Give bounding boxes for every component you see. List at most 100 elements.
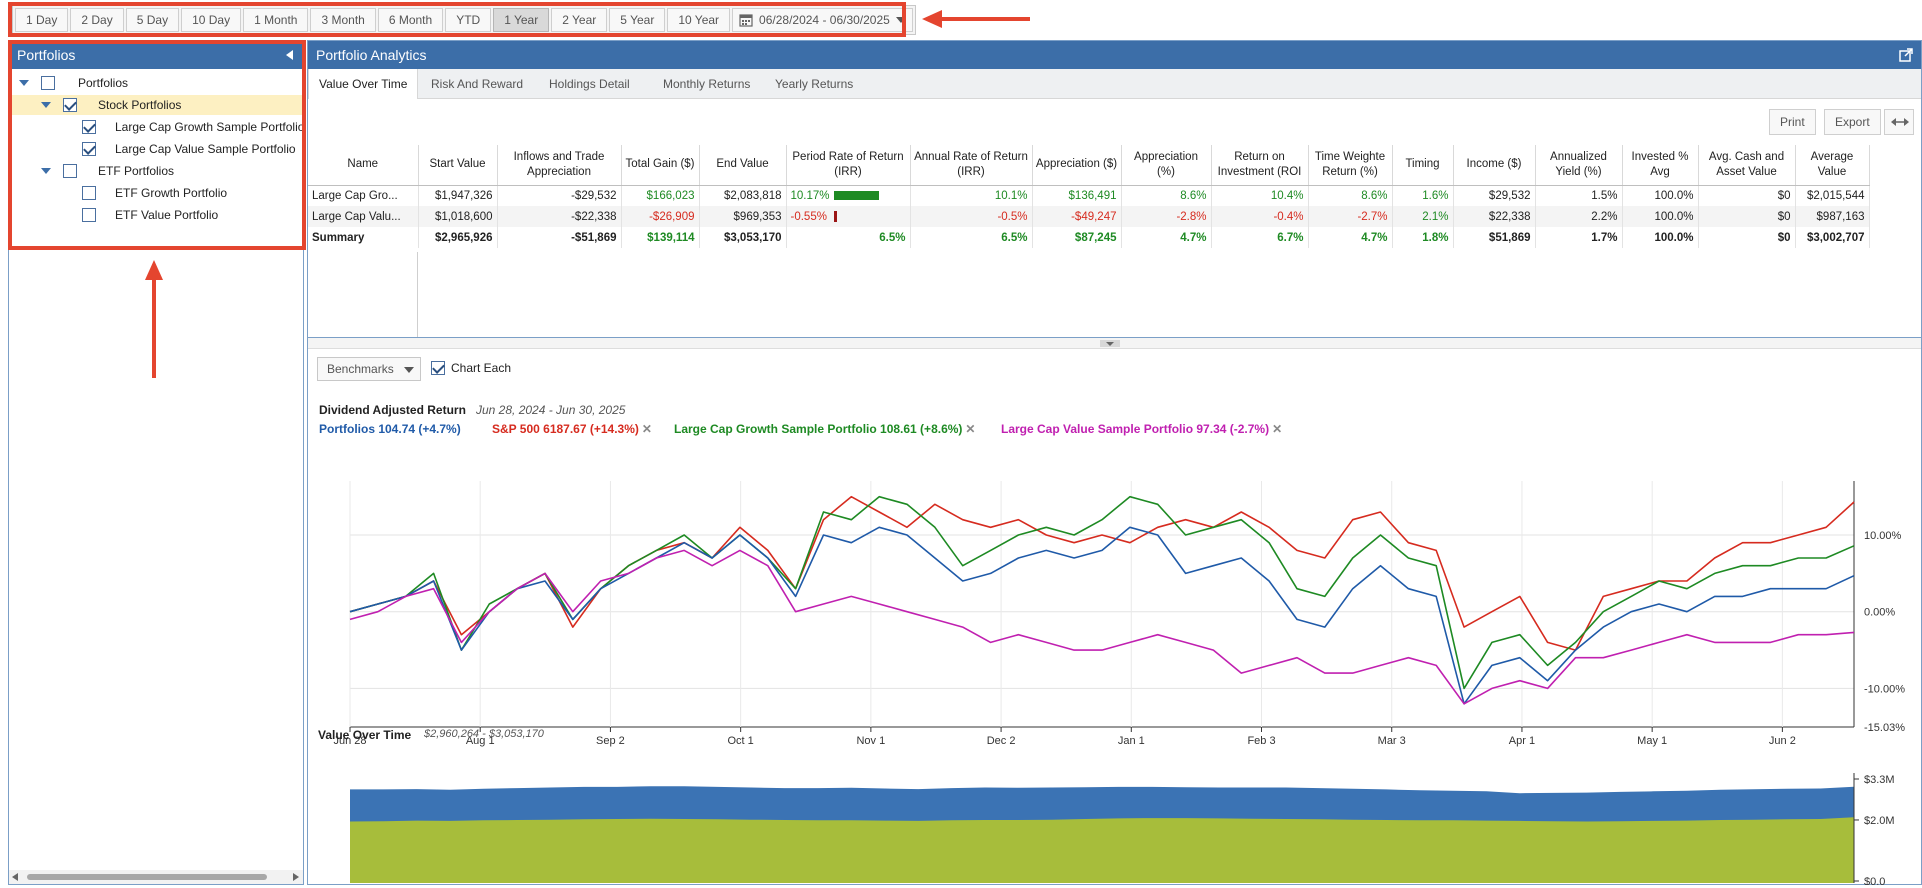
date-range-text: 06/28/2024 - 06/30/2025: [759, 13, 890, 27]
cell-total-gain: $166,023: [621, 185, 700, 206]
range-5-day-button[interactable]: 5 Day: [125, 8, 180, 32]
date-range-picker[interactable]: 06/28/2024 - 06/30/2025: [732, 8, 913, 32]
column-header[interactable]: Return on Investment (ROI: [1211, 145, 1309, 186]
legend-item-large-cap-value[interactable]: Large Cap Value Sample Portfolio 97.34 (…: [1001, 422, 1282, 436]
column-header[interactable]: Annual Rate of Return (IRR): [910, 145, 1033, 186]
tab-monthly-returns[interactable]: Monthly Returns: [663, 77, 751, 91]
cell-period-rate: -0.55%: [786, 206, 911, 227]
cell-annual-rate: -0.5%: [910, 206, 1033, 227]
column-header[interactable]: Appreciation (%): [1121, 145, 1212, 186]
cell-inflows: -$51,869: [497, 227, 622, 248]
tab-value-over-time[interactable]: Value Over Time: [308, 69, 419, 99]
cell-income: $22,338: [1453, 206, 1536, 227]
scroll-right-icon[interactable]: [293, 873, 299, 881]
tree-item-etf-portfolios[interactable]: ETF Portfolios: [41, 161, 174, 181]
checkbox[interactable]: [82, 186, 96, 200]
tab-holdings-detail[interactable]: Holdings Detail: [549, 77, 630, 91]
checkbox-checked[interactable]: [82, 120, 96, 134]
y-tick-label: $3.3M: [1864, 774, 1895, 786]
column-header[interactable]: Income ($): [1453, 145, 1536, 186]
tab-yearly-returns[interactable]: Yearly Returns: [775, 77, 854, 91]
scroll-left-icon[interactable]: [12, 873, 18, 881]
remove-series-icon[interactable]: ✕: [641, 422, 652, 436]
portfolios-panel-header: Portfolios: [9, 41, 303, 69]
cell-income: $51,869: [1453, 227, 1536, 248]
column-header[interactable]: Start Value: [418, 145, 498, 186]
period-rate-bar: [833, 210, 837, 222]
column-header[interactable]: Invested % Avg: [1622, 145, 1699, 186]
column-header[interactable]: Avg. Cash and Asset Value: [1698, 145, 1796, 186]
range-ytd-button[interactable]: YTD: [445, 8, 492, 32]
column-header[interactable]: Timing: [1392, 145, 1454, 186]
checkbox[interactable]: [82, 208, 96, 222]
expand-arrow-icon[interactable]: [41, 168, 51, 174]
range-5-year-button[interactable]: 5 Year: [609, 8, 666, 32]
cell-average-value: $987,163: [1795, 206, 1870, 227]
horizontal-scrollbar[interactable]: [9, 870, 303, 884]
range-1-month-button[interactable]: 1 Month: [243, 8, 309, 32]
cell-period-rate: 10.17%: [786, 185, 911, 206]
print-button[interactable]: Print: [1769, 109, 1816, 135]
tree-item-large-cap-value[interactable]: Large Cap Value Sample Portfolio: [82, 139, 296, 159]
tree-item-etf-value[interactable]: ETF Value Portfolio: [82, 205, 218, 225]
x-tick-label: Jan 1: [1118, 735, 1145, 747]
range-1-year-button[interactable]: 1 Year: [493, 8, 550, 32]
pane-splitter[interactable]: [308, 337, 1921, 349]
range-2-year-button[interactable]: 2 Year: [551, 8, 608, 32]
range-10-year-button[interactable]: 10 Year: [667, 8, 731, 32]
column-header[interactable]: Name: [308, 145, 419, 186]
column-header[interactable]: Appreciation ($): [1032, 145, 1122, 186]
tree-item-portfolios[interactable]: Portfolios: [19, 73, 128, 93]
column-header[interactable]: End Value: [699, 145, 787, 186]
range-toolbar: 1 Day 2 Day 5 Day 10 Day 1 Month 3 Month…: [0, 0, 1922, 38]
portfolio-analytics-panel: Portfolio Analytics Value Over Time Risk…: [307, 40, 1922, 885]
column-header[interactable]: Period Rate of Return (IRR): [786, 145, 911, 186]
scrollbar-thumb[interactable]: [27, 874, 267, 880]
chevron-down-icon[interactable]: [1100, 340, 1120, 347]
range-1-day-button[interactable]: 1 Day: [15, 8, 69, 32]
column-header[interactable]: Average Value: [1795, 145, 1870, 186]
legend-item-portfolios[interactable]: Portfolios 104.74 (+4.7%): [319, 422, 461, 436]
tree-item-etf-growth[interactable]: ETF Growth Portfolio: [82, 183, 227, 203]
remove-series-icon[interactable]: ✕: [1272, 422, 1283, 436]
legend-item-sp500[interactable]: S&P 500 6187.67 (+14.3%) ✕: [492, 422, 652, 436]
range-10-day-button[interactable]: 10 Day: [181, 8, 242, 32]
value-area-chart: $3.3M $2.0M $0.0: [350, 773, 1895, 885]
legend-item-large-cap-growth[interactable]: Large Cap Growth Sample Portfolio 108.61…: [674, 422, 975, 436]
column-header[interactable]: Annualized Yield (%): [1535, 145, 1623, 186]
tree-item-stock-portfolios[interactable]: Stock Portfolios: [10, 95, 302, 115]
benchmarks-dropdown[interactable]: Benchmarks: [317, 357, 421, 381]
export-button[interactable]: Export: [1824, 109, 1881, 135]
checkbox-checked[interactable]: [431, 361, 445, 375]
cell-invested: 100.0%: [1622, 227, 1699, 248]
remove-series-icon[interactable]: ✕: [965, 422, 976, 436]
table-row[interactable]: Large Cap Valu... $1,018,600 -$22,338 -$…: [308, 206, 1870, 227]
expand-arrow-icon[interactable]: [19, 80, 29, 86]
cell-annual-rate: 6.5%: [910, 227, 1033, 248]
tree-item-large-cap-growth[interactable]: Large Cap Growth Sample Portfolio: [82, 117, 304, 137]
column-header[interactable]: Time Weighte Return (%): [1308, 145, 1393, 186]
tree-item-label: ETF Portfolios: [98, 164, 175, 178]
y-tick-label: $2.0M: [1864, 815, 1895, 827]
checkbox[interactable]: [41, 76, 55, 90]
cell-inflows: -$22,338: [497, 206, 622, 227]
column-header[interactable]: Inflows and Trade Appreciation: [497, 145, 622, 186]
tab-risk-and-reward[interactable]: Risk And Reward: [431, 77, 524, 91]
checkbox-checked[interactable]: [63, 98, 77, 112]
chart-each-toggle[interactable]: Chart Each: [431, 361, 511, 375]
tree-item-label: Large Cap Growth Sample Portfolio: [115, 120, 305, 134]
checkbox[interactable]: [63, 164, 77, 178]
expand-width-button[interactable]: [1884, 109, 1914, 135]
range-6-month-button[interactable]: 6 Month: [377, 8, 444, 32]
collapse-left-icon[interactable]: [286, 50, 293, 60]
table-row[interactable]: Large Cap Gro... $1,947,326 -$29,532 $16…: [308, 185, 1870, 206]
cell-timing: 2.1%: [1392, 206, 1454, 227]
popout-icon[interactable]: [1899, 48, 1913, 62]
range-2-day-button[interactable]: 2 Day: [70, 8, 124, 32]
range-3-month-button[interactable]: 3 Month: [310, 8, 376, 32]
expand-arrow-icon[interactable]: [41, 102, 51, 108]
column-header[interactable]: Total Gain ($): [621, 145, 700, 186]
cell-start-value: $2,965,926: [418, 227, 498, 248]
tree-item-label: ETF Growth Portfolio: [115, 186, 228, 200]
checkbox-checked[interactable]: [82, 142, 96, 156]
